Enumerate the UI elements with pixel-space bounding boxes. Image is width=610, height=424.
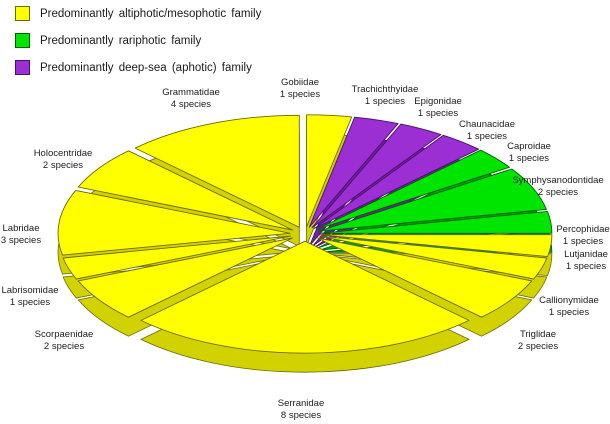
legend: Predominantly altiphotic/mesophotic fami… bbox=[15, 6, 261, 75]
pie-slice-labrisomidae bbox=[62, 235, 292, 280]
legend-color-swatch-icon bbox=[15, 6, 30, 21]
pie-slice-serranidae bbox=[140, 240, 470, 354]
pie-slice-callionymidae bbox=[318, 235, 548, 280]
legend-item: Predominantly deep-sea (aphotic) family bbox=[15, 60, 261, 75]
legend-item-label: Predominantly altiphotic/mesophotic fami… bbox=[40, 7, 262, 20]
legend-color-swatch-icon bbox=[15, 33, 30, 48]
legend-color-swatch-icon bbox=[15, 60, 30, 75]
pie-slice-holocentridae bbox=[77, 150, 293, 231]
legend-item: Predominantly altiphotic/mesophotic fami… bbox=[15, 6, 261, 21]
pie-slice-lutjanidae bbox=[319, 234, 553, 258]
pie-slice-scorpaenidae bbox=[77, 237, 293, 318]
legend-item: Predominantly rariphotic family bbox=[15, 33, 261, 48]
pie-slice-caproidae bbox=[316, 149, 510, 230]
pie-slice-labridae bbox=[57, 189, 291, 256]
pie-slice-trachichthyidae bbox=[308, 116, 399, 228]
pie-slice-epigonidae bbox=[311, 123, 442, 229]
pie-slice-symphysanodontidae bbox=[318, 168, 547, 232]
legend-item-label: Predominantly rariphotic family bbox=[40, 34, 202, 47]
pie-slice-percophidae bbox=[319, 210, 553, 234]
pie-slice-grammatidae bbox=[134, 114, 300, 228]
pie-slice-chaunacidae bbox=[314, 134, 480, 229]
pie-slice-gobiidae bbox=[306, 114, 353, 228]
legend-item-label: Predominantly deep-sea (aphotic) family bbox=[40, 61, 252, 74]
pie-slice-triglidae bbox=[317, 237, 533, 318]
